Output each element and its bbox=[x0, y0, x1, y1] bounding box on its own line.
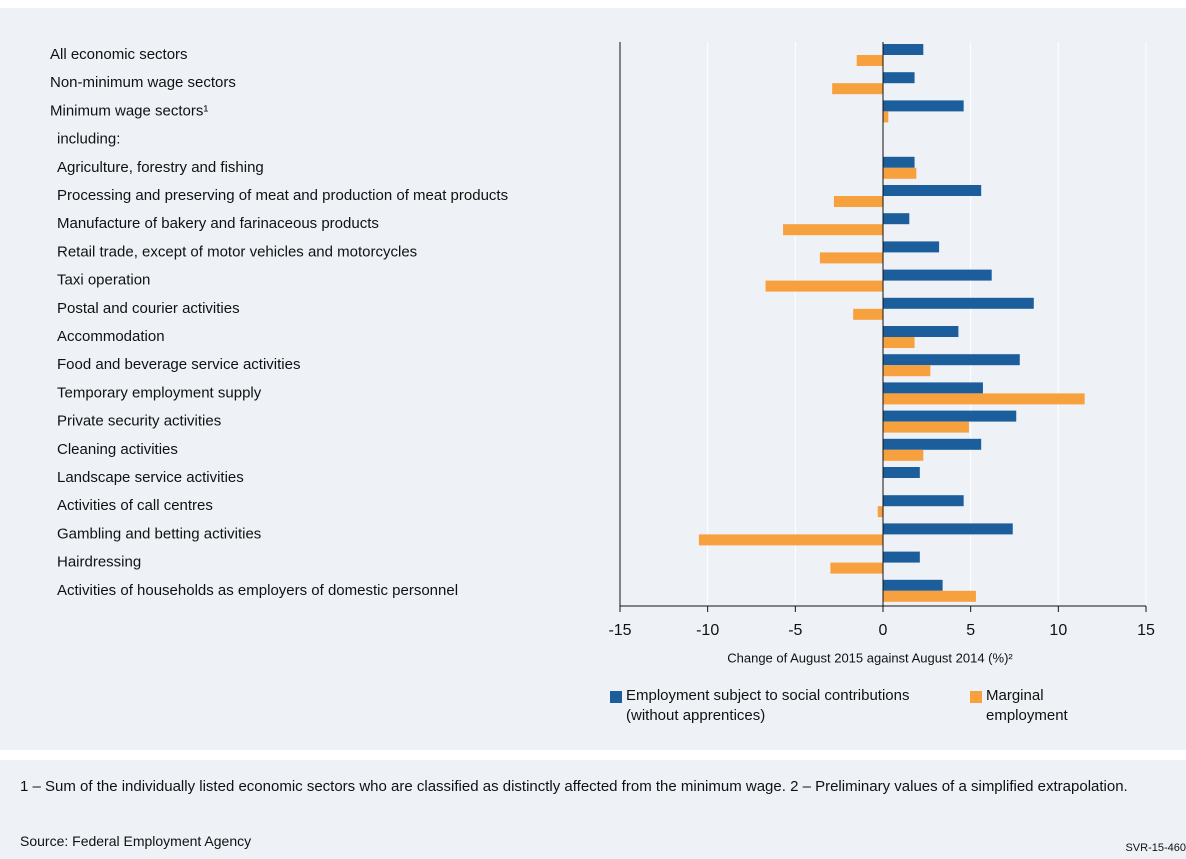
footnotes: 1 – Sum of the individually listed econo… bbox=[20, 778, 1128, 795]
bar bbox=[833, 196, 883, 207]
x-tick-label: 10 bbox=[1049, 622, 1067, 639]
bar bbox=[883, 551, 920, 563]
bar bbox=[883, 167, 917, 179]
bar bbox=[883, 467, 920, 478]
category-label: Activities of call centres bbox=[57, 497, 213, 514]
category-label: Taxi operation bbox=[57, 272, 150, 289]
legend-label: Marginal employment bbox=[986, 687, 1068, 724]
bar bbox=[883, 72, 915, 84]
chart: -15 -10 -5 0 5 10 15 All economic sectors Non-mi… bbox=[50, 42, 1155, 665]
category-label: Postal and courier activities bbox=[57, 300, 240, 317]
category-label: including: bbox=[57, 131, 120, 148]
bar bbox=[883, 449, 924, 461]
x-axis-title: Change of August 2015 against August 201… bbox=[727, 650, 1013, 665]
bar bbox=[830, 562, 883, 574]
bar bbox=[883, 337, 915, 348]
bar bbox=[832, 83, 883, 95]
category-label: All economic sectors bbox=[50, 46, 188, 63]
chart-code: SVR-15-460 bbox=[1125, 842, 1186, 854]
bar bbox=[883, 579, 943, 591]
category-label: Retail trade, except of motor vehicles a… bbox=[57, 243, 417, 260]
category-label: Minimum wage sectors¹ bbox=[50, 102, 208, 119]
bar bbox=[883, 44, 924, 55]
bar bbox=[883, 410, 1017, 422]
bar bbox=[883, 213, 910, 225]
category-label: Accommodation bbox=[57, 328, 165, 345]
bar bbox=[883, 354, 1020, 366]
category-label: Processing and preserving of meat and pr… bbox=[57, 187, 508, 204]
bar bbox=[883, 100, 964, 112]
bar bbox=[883, 590, 976, 602]
category-label: Manufacture of bakery and farinaceous pr… bbox=[57, 215, 379, 232]
bar bbox=[883, 111, 889, 123]
bar bbox=[883, 185, 982, 196]
category-label: Cleaning activities bbox=[57, 441, 178, 458]
category-label: Agriculture, forestry and fishing bbox=[57, 159, 264, 176]
bar bbox=[783, 224, 883, 236]
x-tick-label: 0 bbox=[879, 622, 888, 639]
x-tick-label: -5 bbox=[788, 622, 802, 639]
bar bbox=[853, 308, 883, 320]
source: Source: Federal Employment Agency bbox=[20, 833, 252, 849]
bar bbox=[883, 393, 1085, 405]
bar bbox=[883, 495, 964, 507]
legend-swatch bbox=[610, 691, 622, 703]
x-tick-label: -10 bbox=[696, 622, 719, 639]
bar bbox=[819, 252, 883, 264]
bar bbox=[765, 280, 883, 292]
bar bbox=[883, 421, 969, 433]
category-label: Gambling and betting activities bbox=[57, 525, 261, 542]
category-label: Private security activities bbox=[57, 413, 221, 430]
bar bbox=[883, 438, 982, 450]
bar bbox=[883, 269, 992, 281]
category-label: Temporary employment supply bbox=[57, 384, 262, 401]
bar bbox=[883, 297, 1034, 309]
bar bbox=[883, 365, 931, 377]
chart-panel bbox=[0, 8, 1186, 750]
bar bbox=[877, 506, 883, 518]
bar bbox=[883, 156, 915, 168]
bar bbox=[883, 241, 940, 253]
x-tick-label: -15 bbox=[608, 622, 631, 639]
bar bbox=[883, 523, 1013, 535]
bar bbox=[883, 326, 959, 337]
legend-label: Employment subject to social contributio… bbox=[626, 687, 910, 724]
x-tick-label: 5 bbox=[966, 622, 975, 639]
bar bbox=[698, 534, 883, 546]
bar bbox=[883, 382, 983, 394]
x-tick-label: 15 bbox=[1137, 622, 1155, 639]
category-label: Food and beverage service activities bbox=[57, 356, 300, 373]
notes-panel bbox=[0, 760, 1186, 859]
category-label: Hairdressing bbox=[57, 554, 141, 571]
bar bbox=[856, 55, 883, 66]
category-label: Landscape service activities bbox=[57, 469, 244, 486]
category-label: Non-minimum wage sectors bbox=[50, 74, 236, 91]
legend-swatch bbox=[970, 691, 982, 703]
category-label: Activities of households as employers of… bbox=[57, 582, 458, 599]
